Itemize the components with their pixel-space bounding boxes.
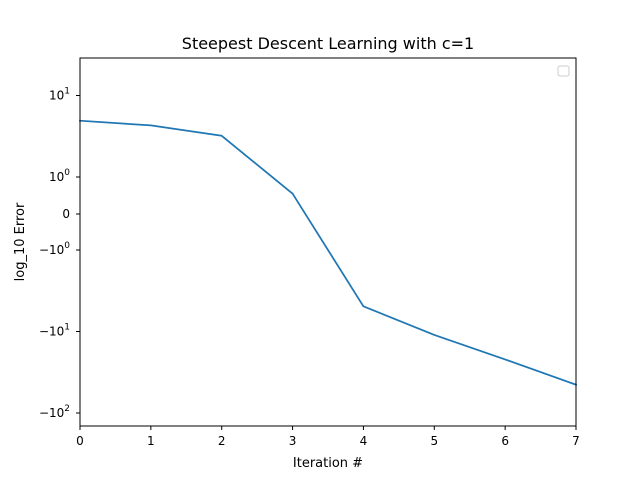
x-tick-label: 5 — [430, 434, 438, 448]
y-tick-label: −101 — [39, 323, 70, 339]
x-tick-label: 6 — [501, 434, 509, 448]
x-tick-label: 1 — [147, 434, 155, 448]
y-tick-label: −102 — [39, 404, 70, 420]
y-axis-label: log_10 Error — [13, 202, 28, 281]
y-tick-label: 0 — [62, 207, 70, 221]
y-tick-label: −100 — [39, 241, 70, 257]
series-line — [79, 119, 578, 386]
y-tick-label: 100 — [49, 168, 70, 184]
x-axis-label: Iteration # — [293, 456, 363, 471]
x-tick-label: 4 — [360, 434, 368, 448]
x-tick-label: 7 — [572, 434, 580, 448]
x-tick-label: 3 — [289, 434, 297, 448]
chart-title: Steepest Descent Learning with c=1 — [182, 34, 474, 53]
axes-frame — [79, 57, 577, 427]
y-axis: 101 100 0 −100 −101 −102 — [39, 87, 80, 420]
x-tick-label: 0 — [76, 434, 84, 448]
legend-box — [557, 65, 570, 77]
y-tick-label: 101 — [49, 87, 70, 103]
x-axis: 0 1 2 3 4 5 6 7 — [76, 426, 580, 448]
x-tick-label: 2 — [218, 434, 226, 448]
